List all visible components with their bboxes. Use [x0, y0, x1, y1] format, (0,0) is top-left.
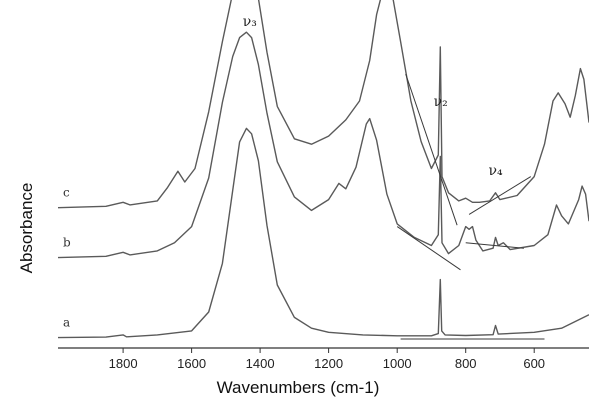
- spectra-curves: [57, 0, 589, 339]
- spectrum-curve-a: [57, 127, 589, 339]
- spectrum-label-b: b: [63, 236, 71, 250]
- y-axis-title: Absorbance: [17, 183, 36, 274]
- spectrum-labels: a b c ν₃ ν₂ ν₄: [63, 14, 503, 330]
- baseline-c-0: [405, 73, 458, 226]
- baseline-b-2: [396, 226, 461, 271]
- x-tick-label-1400: 1400: [246, 356, 275, 371]
- x-axis: 1800 1600 1400 1200 1000 800 600: [58, 347, 589, 371]
- band-label-0: ν₃: [243, 14, 257, 30]
- x-tick-label-1800: 1800: [109, 356, 138, 371]
- tangent-baselines: [396, 73, 545, 340]
- spectrum-curve-b: [57, 31, 589, 259]
- x-axis-title: Wavenumbers (cm-1): [217, 378, 380, 397]
- x-tick-label-600: 600: [523, 356, 545, 371]
- spectrum-label-c: c: [63, 186, 70, 200]
- band-label-1: ν₂: [434, 94, 448, 110]
- x-tick-label-800: 800: [455, 356, 477, 371]
- baseline-c-1: [468, 176, 532, 215]
- x-tick-label-1600: 1600: [177, 356, 206, 371]
- band-label-2: ν₄: [488, 163, 503, 179]
- spectrum-curve-c: [57, 0, 589, 209]
- x-tick-label-1000: 1000: [383, 356, 412, 371]
- x-tick-label-1200: 1200: [314, 356, 343, 371]
- spectrum-label-a: a: [63, 316, 70, 330]
- baseline-b-3: [465, 242, 524, 249]
